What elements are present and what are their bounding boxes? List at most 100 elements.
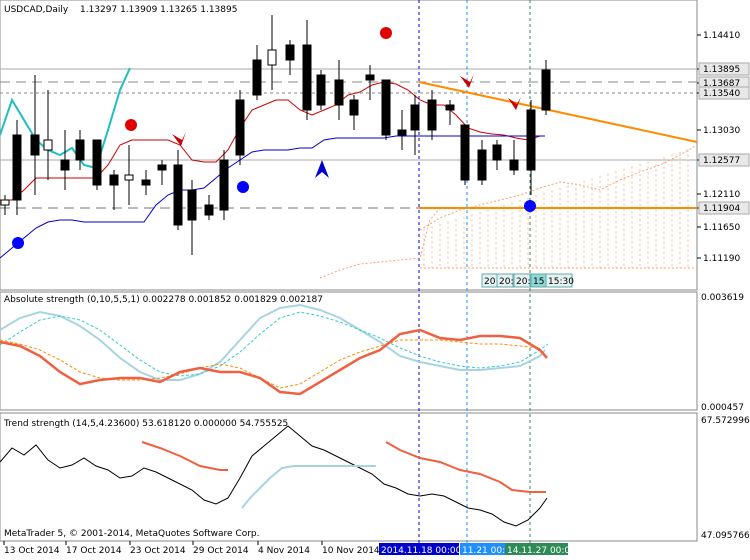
candle-body xyxy=(334,79,344,106)
blue-indicator-line xyxy=(0,135,545,259)
candle-body xyxy=(302,44,312,111)
time-badge xyxy=(496,273,514,288)
cyan-indicator-line xyxy=(0,67,131,170)
time-highlight-box xyxy=(460,543,505,555)
candle-body xyxy=(219,159,229,211)
candle-body xyxy=(526,109,536,171)
price-label-box xyxy=(698,201,750,215)
candle-body xyxy=(267,49,277,66)
absolute-strength-panel[interactable] xyxy=(0,291,698,411)
candle-body xyxy=(92,139,102,186)
main-price-panel[interactable] xyxy=(0,0,698,291)
price-label: 1.13687 xyxy=(703,79,740,89)
candle-body xyxy=(60,159,70,171)
candle-body xyxy=(365,74,375,81)
candle-body xyxy=(460,124,470,181)
time-highlight-label: 2014.11.18 00:00 xyxy=(381,546,462,556)
red-arrow-icon xyxy=(460,74,474,88)
candle-body xyxy=(349,99,359,116)
blue-dot-marker xyxy=(524,200,536,212)
symbol-header: USDCAD,Daily xyxy=(4,5,69,15)
candle-body xyxy=(509,159,519,171)
candle-body xyxy=(410,104,420,131)
time-badge-label: 15:30 xyxy=(548,277,574,287)
trend-light-blue-line xyxy=(241,465,376,509)
abs-orange-dashed-line xyxy=(0,339,541,389)
red-dot-marker xyxy=(380,27,392,39)
candle-body xyxy=(187,189,197,221)
trend-strength-top: 67.572996 xyxy=(701,416,750,426)
candle-body xyxy=(316,74,326,106)
time-highlight-box xyxy=(379,543,459,555)
time-badge-label: 20: xyxy=(499,277,513,287)
red-arrow-icon xyxy=(508,97,521,110)
blue-dot-marker xyxy=(12,237,24,249)
candle-body xyxy=(141,179,151,186)
candle-body xyxy=(477,149,487,181)
trend-red-line xyxy=(141,441,228,471)
time-label: 29 Oct 2014 xyxy=(193,546,249,556)
time-label: 13 Oct 2014 xyxy=(4,546,60,556)
copyright-text: MetaTrader 5, © 2001-2014, MetaQuotes So… xyxy=(4,529,260,539)
trend-strength-panel[interactable] xyxy=(0,412,698,542)
price-label: 1.14410 xyxy=(703,31,740,41)
price-label: 1.12110 xyxy=(703,190,740,200)
candle-body xyxy=(12,134,22,201)
candle-body xyxy=(381,79,391,136)
candle-body xyxy=(492,144,502,161)
price-label: 1.13540 xyxy=(703,89,740,99)
time-highlight-label: 11.21 00:00 xyxy=(462,546,517,556)
candle-body xyxy=(75,139,85,161)
time-badge-label: 20: xyxy=(484,277,498,287)
price-label: 1.11190 xyxy=(703,254,740,264)
time-axis: 13 Oct 2014 17 Oct 2014 23 Oct 2014 29 Oct … xyxy=(3,541,576,556)
price-label: 1.13030 xyxy=(703,126,740,136)
candle-body xyxy=(445,104,455,111)
red-arrow-icon xyxy=(172,132,186,146)
price-label-box xyxy=(698,86,750,100)
time-badges: 20: 20: 20: 15: 15:30 xyxy=(481,273,574,288)
time-badge xyxy=(545,273,573,288)
abs-red-line xyxy=(0,328,548,396)
candle-body xyxy=(30,134,40,156)
candle-body xyxy=(427,99,437,131)
time-highlight-label: 14.11.27 00:00 xyxy=(507,546,576,556)
candle-body xyxy=(124,174,134,181)
candle-body xyxy=(204,204,214,216)
trend-red-line xyxy=(385,441,546,493)
time-marker-lines xyxy=(418,0,531,545)
price-label: 1.11650 xyxy=(703,223,740,233)
candle-body xyxy=(173,164,183,226)
candle-body xyxy=(157,164,167,171)
trend-strength-bottom: 47.095766 xyxy=(701,531,750,541)
red-dot-marker xyxy=(125,119,137,131)
cloud-upper-edge xyxy=(419,144,698,231)
candle-body xyxy=(0,199,10,206)
trend-strength-title: Trend strength (14,5,4.23600) 53.618120 … xyxy=(3,419,288,429)
absolute-strength-top: 0.003619 xyxy=(701,293,744,303)
candle-body xyxy=(235,99,245,156)
price-label: 1.11904 xyxy=(703,204,740,214)
time-highlight-box xyxy=(505,543,568,555)
abs-cyan-dashed-line xyxy=(0,311,549,377)
absolute-strength-bottom: 0.000457 xyxy=(701,403,744,413)
time-badge-label: 20: xyxy=(516,277,530,287)
blue-arrow-icon xyxy=(315,160,329,178)
price-label-box xyxy=(698,62,750,76)
time-badge-label: 15: xyxy=(533,277,547,287)
candle-body xyxy=(43,139,53,151)
time-label: 23 Oct 2014 xyxy=(130,546,186,556)
time-label: 17 Oct 2014 xyxy=(66,546,122,556)
candle-body xyxy=(252,59,262,96)
candle-body xyxy=(397,129,407,136)
price-label-box xyxy=(698,153,750,167)
absolute-strength-title: Absolute strength (0,10,5,5,1) 0.002278 … xyxy=(4,295,323,305)
cloud-lower-edge xyxy=(319,207,441,279)
blue-dot-marker xyxy=(237,181,249,193)
candle-body xyxy=(541,69,551,111)
price-label: 1.12577 xyxy=(703,156,740,166)
candle-body xyxy=(109,174,119,186)
candle-body xyxy=(285,44,295,61)
